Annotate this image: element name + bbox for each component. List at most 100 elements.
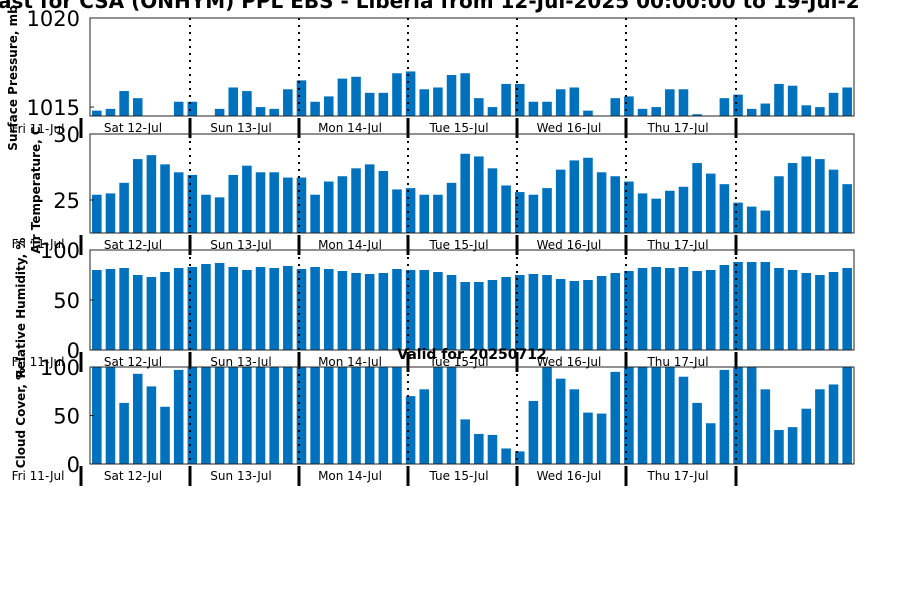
bar [801,105,812,116]
bar [624,181,634,233]
bar [733,262,743,350]
bar [705,173,716,233]
bar [364,274,375,350]
x-tick-label: Sun 13-Jul [210,121,271,135]
bar [733,202,743,233]
bar [351,367,361,464]
bar [746,108,757,116]
bar [378,273,389,350]
bar [242,91,252,116]
bar [92,270,102,350]
bar [283,177,293,233]
panel-4-subtitle: Valid for 20250712 [397,347,546,363]
y-tick-label: 1020 [27,7,80,31]
bar [351,273,361,350]
chart-title: ast for CSA (ONHYM) PPL EBS - Liberia fr… [0,0,860,13]
bar [828,384,839,464]
x-tick-label: Fri 11-Jul [12,122,65,136]
bar [105,108,116,116]
bar [555,89,566,116]
bar [583,157,593,233]
bar [624,271,634,350]
bar [651,107,661,116]
bar [719,184,730,233]
bar [405,396,416,464]
bar [487,107,498,116]
x-tick-label: Fri 11-Jul [12,469,65,483]
bar [842,367,852,464]
bar [719,98,730,116]
bar [719,369,730,464]
bar [337,271,348,350]
bar [842,268,852,350]
bar [433,87,443,116]
bar [474,156,484,233]
x-tick-label: Tue 15-Jul [428,469,488,483]
bar [542,101,552,116]
bar [255,172,266,233]
bar [160,272,170,350]
y-tick-label: 1015 [27,96,80,120]
bar [214,108,225,116]
bar [487,280,498,350]
bar [201,367,211,464]
bar [228,174,239,233]
bar [815,107,825,116]
bar [351,168,361,233]
bar [528,400,539,464]
bar [665,268,675,350]
bar [610,98,621,116]
bar [678,376,689,464]
bar [828,169,839,233]
bar [405,71,416,116]
bar [637,268,648,350]
y-axis-label: Relative Humidity, % [14,238,28,379]
bar [242,367,252,464]
bar [310,367,320,464]
bar [501,185,511,233]
plot-frame [89,17,855,117]
bar [528,274,539,350]
bar [474,282,484,350]
bar [665,89,675,116]
bar [405,270,416,350]
panel-4: 0 50 100 Cloud Cover, %Fri 11-Jul Sat 12-Jul… [12,356,855,486]
bar [787,270,798,350]
bar [555,279,566,350]
bar [705,270,716,350]
bar [337,367,348,464]
x-tick-label: Sat 12-Jul [104,469,162,483]
bar [842,87,852,116]
bar [746,367,757,464]
x-tick-label: Thu 17-Jul [646,355,708,369]
x-tick-label: Wed 16-Jul [537,355,602,369]
bar [187,367,198,464]
x-tick-label: Mon 14-Jul [318,469,382,483]
x-tick-label: Thu 17-Jul [646,469,708,483]
bar [678,186,689,233]
bar [119,182,129,233]
bar [583,280,593,350]
bar [269,172,279,233]
y-tick-label: 50 [53,405,80,429]
bar [228,267,239,350]
bar [228,367,239,464]
bar [214,197,225,233]
bar [310,267,320,350]
x-tick-label: Fri 11-Jul [12,355,65,369]
bar [760,103,771,116]
x-tick-label: Thu 17-Jul [646,121,708,135]
bar [296,177,307,233]
y-tick-label: 25 [53,189,80,213]
y-axis-label: Cloud Cover, % [14,368,28,468]
bar [228,87,239,116]
bar [173,172,184,233]
bar [323,269,334,350]
bar [514,192,525,233]
bar [637,367,648,464]
bar [187,174,198,233]
bar [119,91,129,116]
x-tick-label: Tue 15-Jul [428,238,488,252]
bar [596,413,607,464]
